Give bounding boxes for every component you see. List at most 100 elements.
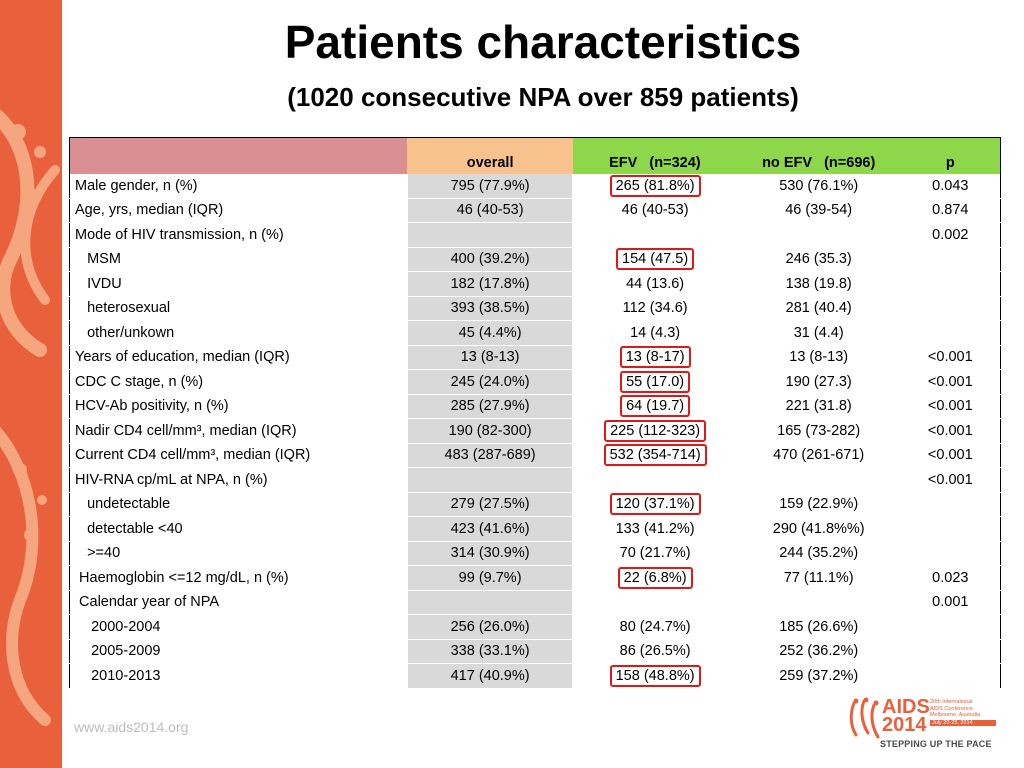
p-value-cell: <0.001 xyxy=(900,467,1001,493)
header-efv: EFV (n=324) xyxy=(572,137,737,174)
row-label-cell: Male gender, n (%) xyxy=(69,173,408,199)
no-efv-value-cell: 185 (26.6%) xyxy=(736,614,901,640)
characteristics-table: overall EFV (n=324) no EFV (n=696) p Mal… xyxy=(69,137,1001,689)
highlighted-efv-value: 55 (17.0) xyxy=(620,370,691,393)
row-label-cell: Haemoglobin <=12 mg/dL, n (%) xyxy=(69,565,408,591)
logo-aids-text: AIDS xyxy=(882,696,930,718)
table-row: Calendar year of NPA 0.001 xyxy=(69,590,1001,615)
overall-value-cell: 99 (9.7%) xyxy=(406,565,574,591)
efv-value-cell: 86 (26.5%) xyxy=(572,639,737,664)
efv-value-cell: 55 (17.0) xyxy=(572,369,737,395)
efv-value-cell: 225 (112-323) xyxy=(572,418,737,444)
no-efv-value-cell: 470 (261-671) xyxy=(736,443,901,468)
row-label-cell: 2010-2013 xyxy=(69,663,408,689)
table-row: Age, yrs, median (IQR) 46 (40-53) 46 (40-5… xyxy=(69,198,1001,223)
efv-value-cell: 265 (81.8%) xyxy=(572,173,737,199)
efv-value-cell xyxy=(572,222,737,248)
efv-value-cell: 64 (19.7) xyxy=(572,394,737,419)
p-value-cell: 0.043 xyxy=(900,173,1001,199)
row-label-cell: 2005-2009 xyxy=(69,639,408,664)
efv-value-cell: 133 (41.2%) xyxy=(572,516,737,542)
decorative-side-band xyxy=(0,0,62,768)
highlighted-efv-value: 13 (8-17) xyxy=(619,346,691,369)
header-p-value: p xyxy=(900,137,1001,174)
overall-value-cell: 279 (27.5%) xyxy=(406,492,574,517)
table-row: CDC C stage, n (%) 245 (24.0%) 55 (17.0) 19… xyxy=(69,369,1001,395)
p-value-cell xyxy=(900,541,1001,566)
no-efv-value-cell: 281 (40.4) xyxy=(736,296,901,321)
row-label-cell: undetectable xyxy=(69,492,408,517)
p-value-cell xyxy=(900,492,1001,517)
no-efv-value-cell: 159 (22.9%) xyxy=(736,492,901,517)
overall-value-cell: 483 (287-689) xyxy=(406,443,574,468)
overall-value-cell xyxy=(406,222,574,248)
highlighted-efv-value: 158 (48.8%) xyxy=(609,664,701,687)
row-label-cell: 2000-2004 xyxy=(69,614,408,640)
logo-year-text: 2014 xyxy=(882,714,927,736)
efv-value-cell: 154 (47.5) xyxy=(572,247,737,272)
row-label-cell: Mode of HIV transmission, n (%) xyxy=(69,222,408,248)
p-value-cell xyxy=(900,614,1001,640)
row-label-cell: IVDU xyxy=(69,271,408,297)
highlighted-efv-value: 120 (37.1%) xyxy=(609,493,701,516)
p-value-cell: 0.023 xyxy=(900,565,1001,591)
no-efv-value-cell: 259 (37.2%) xyxy=(736,663,901,689)
p-value-cell: <0.001 xyxy=(900,443,1001,468)
table-row: heterosexual 393 (38.5%) 112 (34.6) 281 (40… xyxy=(69,296,1001,321)
overall-value-cell: 46 (40-53) xyxy=(406,198,574,223)
row-label-cell: heterosexual xyxy=(69,296,408,321)
no-efv-value-cell: 252 (36.2%) xyxy=(736,639,901,664)
no-efv-value-cell: 77 (11.1%) xyxy=(736,565,901,591)
table-body: Male gender, n (%) 795 (77.9%) 265 (81.8%)… xyxy=(69,173,1001,689)
no-efv-value-cell: 138 (19.8) xyxy=(736,271,901,297)
p-value-cell xyxy=(900,247,1001,272)
p-value-cell xyxy=(900,516,1001,542)
highlighted-efv-value: 22 (6.8%) xyxy=(617,566,693,589)
row-label-cell: Nadir CD4 cell/mm³, median (IQR) xyxy=(69,418,408,444)
table-row: Mode of HIV transmission, n (%) 0.002 xyxy=(69,222,1001,248)
overall-value-cell: 256 (26.0%) xyxy=(406,614,574,640)
p-value-cell: 0.002 xyxy=(900,222,1001,248)
efv-value-cell: 44 (13.6) xyxy=(572,271,737,297)
decorative-swirl-graphic xyxy=(0,109,60,726)
p-value-cell: <0.001 xyxy=(900,345,1001,370)
efv-value-cell: 22 (6.8%) xyxy=(572,565,737,591)
p-value-cell: 0.001 xyxy=(900,590,1001,615)
p-value-cell xyxy=(900,663,1001,689)
overall-value-cell: 13 (8-13) xyxy=(406,345,574,370)
no-efv-value-cell xyxy=(736,590,901,615)
table-header-row: overall EFV (n=324) no EFV (n=696) p xyxy=(69,137,1001,174)
p-value-cell xyxy=(900,296,1001,321)
table-row: other/unkown 45 (4.4%) 14 (4.3) 31 (4.4) xyxy=(69,320,1001,346)
logo-conference-text: 20th International AIDS Conference Melbo… xyxy=(930,699,996,726)
no-efv-value-cell: 13 (8-13) xyxy=(736,345,901,370)
row-label-cell: other/unkown xyxy=(69,320,408,346)
characteristics-table-container: overall EFV (n=324) no EFV (n=696) p Mal… xyxy=(69,137,1001,689)
table-row: undetectable 279 (27.5%) 120 (37.1%) 159 (2… xyxy=(69,492,1001,517)
logo-tagline: STEPPING UP THE PACE xyxy=(880,739,992,749)
no-efv-value-cell: 290 (41.8%%) xyxy=(736,516,901,542)
no-efv-value-cell: 190 (27.3) xyxy=(736,369,901,395)
row-label-cell: CDC C stage, n (%) xyxy=(69,369,408,395)
overall-value-cell: 795 (77.9%) xyxy=(406,173,574,199)
overall-value-cell xyxy=(406,467,574,493)
overall-value-cell: 400 (39.2%) xyxy=(406,247,574,272)
logo-dates: July 20-25, 2014 xyxy=(930,719,996,726)
no-efv-value-cell: 221 (31.8) xyxy=(736,394,901,419)
overall-value-cell: 393 (38.5%) xyxy=(406,296,574,321)
header-no-efv: no EFV (n=696) xyxy=(736,137,901,174)
row-label-cell: HCV-Ab positivity, n (%) xyxy=(69,394,408,419)
highlighted-efv-value: 532 (354-714) xyxy=(603,444,707,467)
table-row: HCV-Ab positivity, n (%) 285 (27.9%) 64 (1… xyxy=(69,394,1001,419)
p-value-cell: <0.001 xyxy=(900,418,1001,444)
row-label-cell: Age, yrs, median (IQR) xyxy=(69,198,408,223)
overall-value-cell: 190 (82-300) xyxy=(406,418,574,444)
logo-conf-line3: Melbourne, Australia xyxy=(930,712,981,718)
efv-value-cell: 70 (21.7%) xyxy=(572,541,737,566)
p-value-cell xyxy=(900,271,1001,297)
row-label-cell: MSM xyxy=(69,247,408,272)
efv-value-cell: 46 (40-53) xyxy=(572,198,737,223)
p-value-cell xyxy=(900,639,1001,664)
overall-value-cell: 245 (24.0%) xyxy=(406,369,574,395)
efv-value-cell: 14 (4.3) xyxy=(572,320,737,346)
